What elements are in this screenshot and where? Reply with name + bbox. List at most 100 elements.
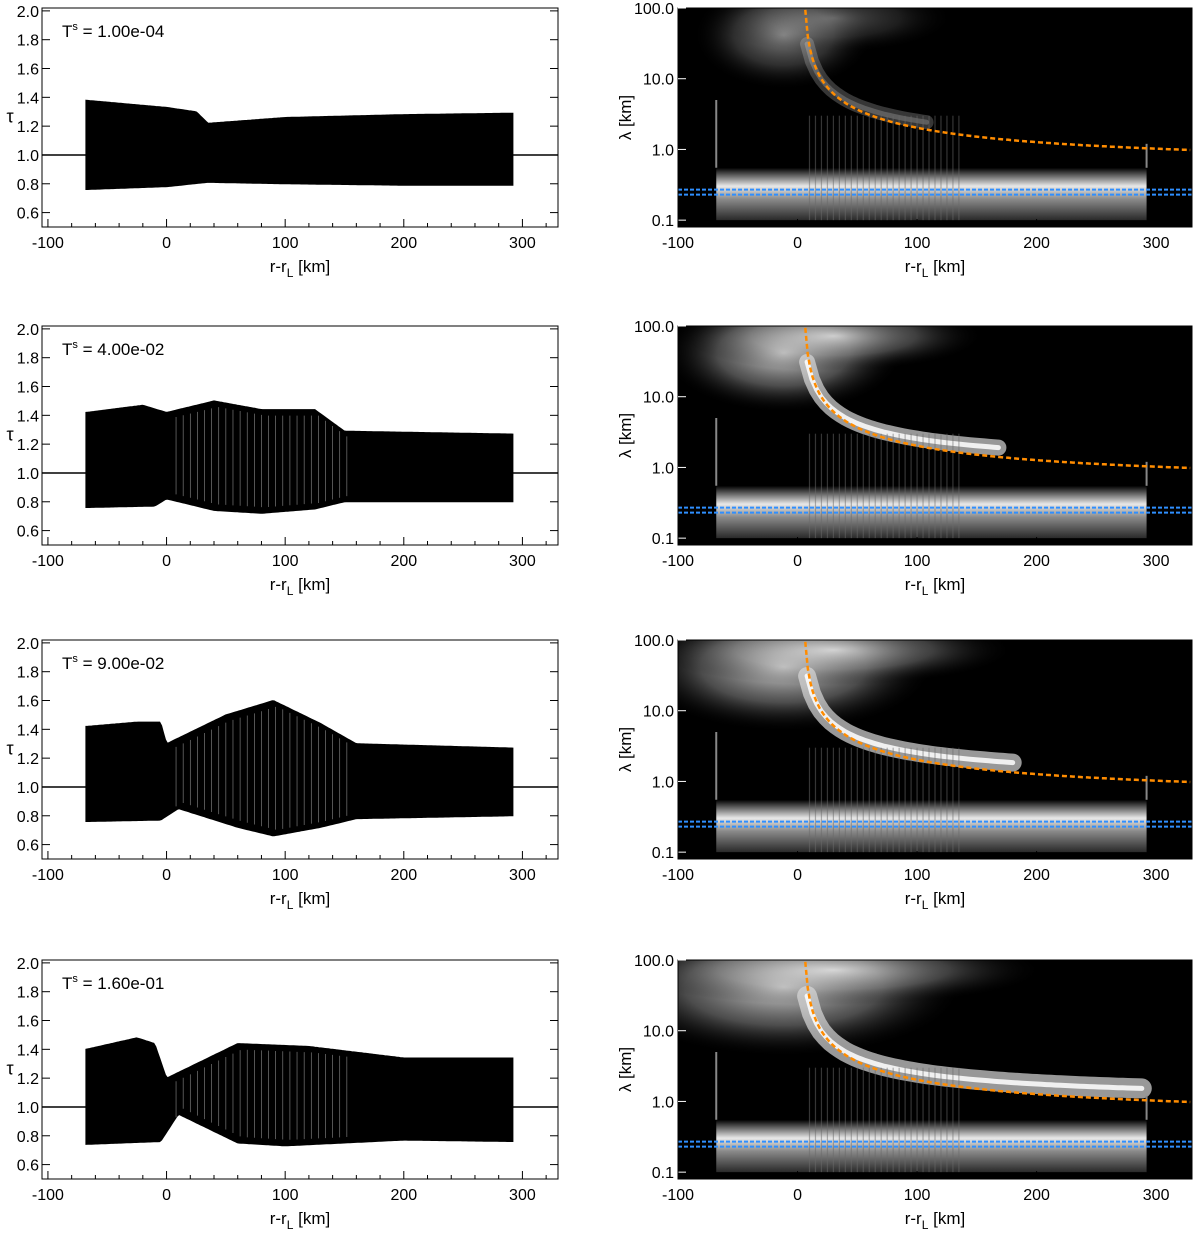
wavelet-panel: 0.1 1.0 10.0 100.0 λ [km] -100 0 100 200 300 r-rL … [616, 1, 1193, 280]
tau-ytick-label: 1.0 [17, 780, 39, 797]
tau-ytick-label: 1.8 [17, 985, 39, 1002]
tau-ytick-label: 0.8 [17, 809, 39, 826]
tau-xtick-label: 300 [509, 553, 536, 570]
tau-ytick-label: 1.6 [17, 62, 39, 79]
tau-xtick-label: 200 [390, 553, 417, 570]
tau-xlabel: r-rL [km] [270, 257, 331, 280]
tau-xtick-label: 0 [162, 235, 171, 252]
tau-xtick-label: 300 [509, 1187, 536, 1204]
tau-ytick-label: 1.2 [17, 119, 39, 136]
tau-frame [41, 959, 559, 1180]
tau-ytick-label: 1.8 [17, 351, 39, 368]
wavelet-frame [677, 7, 1193, 228]
wavelet-theory-curve [804, 327, 1191, 470]
wavelet-ylabel: λ [km] [616, 727, 635, 772]
wavelet-xtick-label: 100 [904, 235, 931, 252]
tau-ytick-label: 0.8 [17, 177, 39, 194]
wavelet-frame [677, 959, 1193, 1180]
tau-panel: 0.6 0.8 1.0 1.2 1.4 1.6 1.8 2.0 τ Ts = 4.00e-02 -1… [6, 322, 559, 598]
wavelet-plot-area [678, 960, 1192, 1179]
wavelet-ytick-label: 10.0 [643, 72, 674, 89]
tau-ytick-label: 1.2 [17, 437, 39, 454]
tau-xtick-label: 200 [390, 1187, 417, 1204]
wavelet-ytick-label: 1.0 [652, 1094, 674, 1111]
wavelet-xlabel: r-rL [km] [905, 889, 966, 912]
tau-ylabel: τ [6, 425, 13, 445]
wavelet-theory-curve [804, 9, 1191, 152]
tau-xtick-label: -100 [32, 553, 64, 570]
wavelet-theory-curve [804, 641, 1191, 784]
tau-ytick-label: 0.6 [17, 524, 39, 541]
tau-frame [41, 639, 559, 860]
tau-ytick-label: 1.6 [17, 380, 39, 397]
tau-ytick-label: 1.2 [17, 1071, 39, 1088]
wavelet-xtick-label: 300 [1143, 1187, 1170, 1204]
tau-annotation: Ts = 4.00e-02 [62, 339, 164, 359]
wavelet-ridge [804, 993, 1145, 1091]
wavelet-xtick-label: 0 [793, 235, 802, 252]
wavelet-xtick-label: 100 [904, 867, 931, 884]
tau-ytick-label: 1.0 [17, 148, 39, 165]
wavelet-plot-area [678, 326, 1192, 545]
wavelet-ytick-label: 100.0 [634, 633, 674, 650]
wavelet-ytick-label: 1.0 [652, 142, 674, 159]
wavelet-ridge [804, 673, 1016, 766]
tau-xtick-label: -100 [32, 1187, 64, 1204]
wavelet-ytick-label: 0.1 [652, 845, 674, 862]
tau-xtick-label: 0 [162, 867, 171, 884]
tau-xtick-label: -100 [32, 235, 64, 252]
tau-xtick-label: 100 [272, 867, 299, 884]
wavelet-panel: 0.1 1.0 10.0 100.0 λ [km] -100 0 100 200 300 r-rL … [616, 633, 1193, 912]
tau-ylabel: τ [6, 739, 13, 759]
wavelet-xlabel: r-rL [km] [905, 1209, 966, 1232]
tau-ytick-label: 2.0 [17, 4, 39, 21]
wavelet-ytick-label: 10.0 [643, 390, 674, 407]
wavelet-xtick-label: 100 [904, 553, 931, 570]
wavelet-xtick-label: 0 [793, 1187, 802, 1204]
wavelet-ridge [804, 359, 1001, 451]
wavelet-panel: 0.1 1.0 10.0 100.0 λ [km] -100 0 100 200 300 r-rL … [616, 953, 1193, 1232]
tau-xlabel: r-rL [km] [270, 1209, 331, 1232]
tau-ytick-label: 0.6 [17, 838, 39, 855]
wavelet-ytick-label: 0.1 [652, 531, 674, 548]
tau-frame [41, 7, 559, 228]
wavelet-power-blob-top [713, 8, 954, 53]
tau-ytick-label: 1.4 [17, 90, 39, 107]
tau-xlabel: r-rL [km] [270, 889, 331, 912]
wavelet-power-blob-top [678, 960, 1044, 1005]
tau-ytick-label: 2.0 [17, 636, 39, 653]
wavelet-ytick-label: 100.0 [634, 319, 674, 336]
wavelet-xtick-label: 0 [793, 867, 802, 884]
tau-signal-envelope [85, 1037, 514, 1147]
tau-ytick-label: 1.4 [17, 722, 39, 739]
tau-ytick-label: 1.4 [17, 1042, 39, 1059]
wavelet-xtick-label: 200 [1023, 553, 1050, 570]
tau-signal-envelope [85, 99, 514, 190]
tau-xlabel: r-rL [km] [270, 575, 331, 598]
tau-ylabel: τ [6, 1059, 13, 1079]
wavelet-xlabel: r-rL [km] [905, 257, 966, 280]
tau-ytick-label: 1.6 [17, 1014, 39, 1031]
wavelet-ytick-label: 1.0 [652, 460, 674, 477]
wavelet-xtick-label: 200 [1023, 1187, 1050, 1204]
tau-ytick-label: 1.6 [17, 694, 39, 711]
tau-frame [41, 325, 559, 546]
tau-annotation: Ts = 1.60e-01 [62, 973, 164, 993]
wavelet-ytick-label: 0.1 [652, 1165, 674, 1182]
wavelet-xtick-label: -100 [662, 553, 694, 570]
tau-ytick-label: 2.0 [17, 322, 39, 339]
wavelet-ylabel: λ [km] [616, 95, 635, 140]
tau-xtick-label: 100 [272, 1187, 299, 1204]
wavelet-plot-area [678, 640, 1192, 859]
wavelet-plot-area [678, 8, 1192, 227]
wavelet-xlabel: r-rL [km] [905, 575, 966, 598]
wavelet-ylabel: λ [km] [616, 1047, 635, 1092]
tau-signal-envelope [85, 700, 514, 837]
wavelet-panel: 0.1 1.0 10.0 100.0 λ [km] -100 0 100 200 300 r-rL … [616, 319, 1193, 598]
tau-xtick-label: 100 [272, 235, 299, 252]
tau-ytick-label: 1.8 [17, 665, 39, 682]
tau-ytick-label: 1.8 [17, 33, 39, 50]
wavelet-xtick-label: 100 [904, 1187, 931, 1204]
tau-ylabel: τ [6, 107, 13, 127]
